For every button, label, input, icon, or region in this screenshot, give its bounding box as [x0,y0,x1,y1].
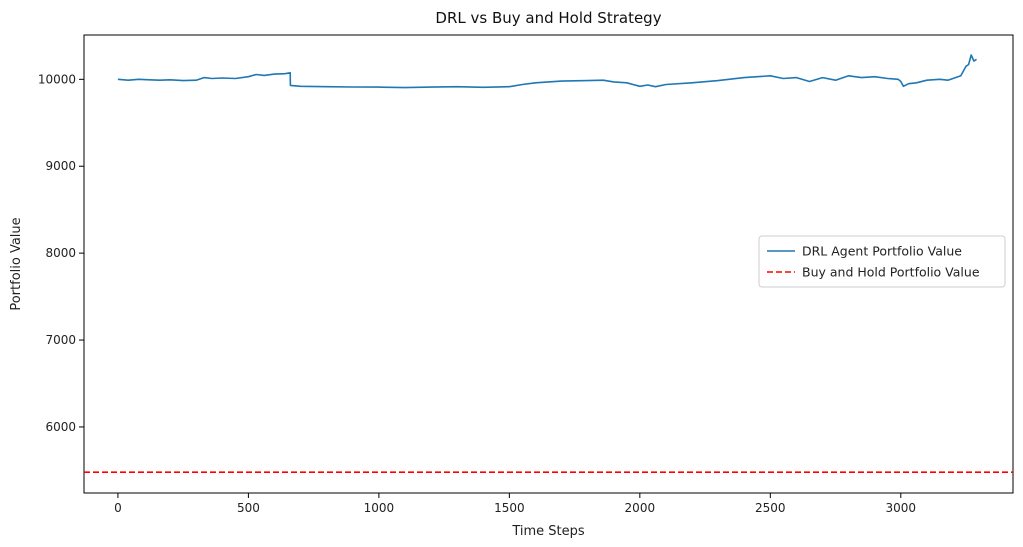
y-tick-label: 8000 [45,246,76,260]
x-tick-label: 2000 [625,501,656,515]
legend-box [758,235,1006,288]
legend: DRL Agent Portfolio Value Buy and Hold P… [758,235,1006,288]
plot-frame [83,34,1014,494]
legend-label-buy-and-hold: Buy and Hold Portfolio Value [802,265,980,280]
y-tick-label: 10000 [38,72,76,86]
x-axis-label: Time Steps [511,524,585,539]
x-tick-label: 1000 [364,501,395,515]
drl-agent-line [117,54,977,89]
x-tick-label: 1500 [494,501,525,515]
y-axis: 6000 7000 8000 9000 10000 [38,72,84,434]
x-axis: 0 500 1000 1500 2000 2500 3000 [114,493,916,515]
plot-area [83,34,1014,494]
x-tick-label: 0 [114,501,122,515]
y-tick-label: 7000 [45,333,76,347]
series-layer [84,54,1013,473]
x-tick-label: 500 [237,501,260,515]
x-tick-label: 3000 [886,501,917,515]
y-tick-label: 6000 [45,420,76,434]
y-tick-label: 9000 [45,159,76,173]
legend-label-drl-agent: DRL Agent Portfolio Value [802,244,962,259]
chart-title: DRL vs Buy and Hold Strategy [435,9,661,27]
y-axis-label: Portfolio Value [9,217,24,310]
x-tick-label: 2500 [755,501,786,515]
